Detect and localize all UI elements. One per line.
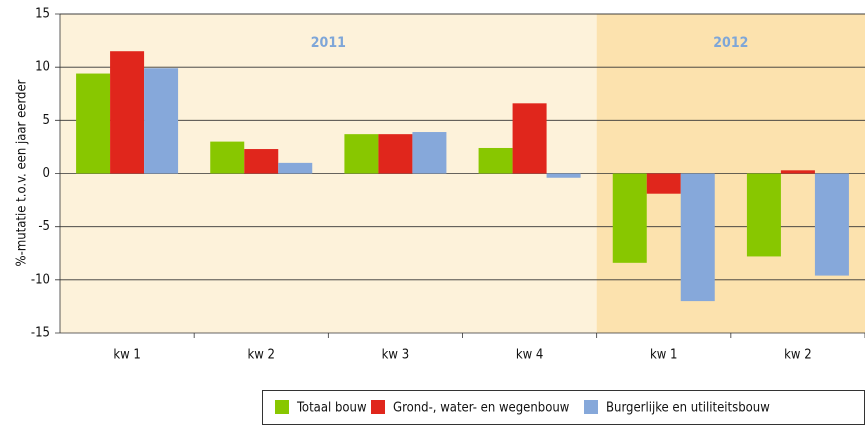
bar (76, 73, 111, 174)
bar (344, 134, 379, 174)
bar (546, 173, 581, 178)
bar (244, 149, 279, 174)
bar (210, 141, 245, 174)
y-axis-label: %-mutatie t.o.v. een jaar eerder (15, 79, 30, 266)
bar (746, 173, 781, 257)
bar (512, 103, 547, 174)
bar (814, 173, 849, 276)
bar (478, 147, 513, 174)
y-tick-label: 0 (43, 166, 50, 181)
x-tick-label: kw 1 (113, 348, 141, 363)
y-tick-label: -5 (38, 219, 50, 234)
bar (278, 162, 313, 174)
bar (680, 173, 715, 302)
period-label: 2012 (713, 35, 748, 51)
x-tick-label: kw 1 (650, 348, 678, 363)
legend-swatch (275, 400, 289, 414)
x-tick-label: kw 2 (784, 348, 812, 363)
bar (144, 68, 179, 174)
legend-label: Grond-, water- en wegenbouw (393, 401, 570, 416)
bar (646, 173, 681, 194)
legend-label: Burgerlijke en utiliteitsbouw (606, 401, 770, 416)
period-label: 2011 (311, 35, 346, 51)
legend-label: Totaal bouw (296, 401, 367, 416)
bar (412, 132, 447, 174)
y-tick-label: -10 (31, 272, 50, 287)
y-tick-label: 5 (43, 113, 50, 128)
x-tick-label: kw 4 (516, 348, 544, 363)
bar (612, 173, 647, 263)
y-tick-label: 15 (35, 7, 50, 22)
x-tick-label: kw 3 (382, 348, 410, 363)
y-tick-label: 10 (35, 60, 50, 75)
y-tick-label: -15 (31, 326, 50, 341)
legend-swatch (371, 400, 385, 414)
legend-swatch (584, 400, 598, 414)
bar (110, 51, 145, 174)
legend-box (262, 390, 865, 425)
bar (780, 170, 815, 174)
bar (378, 134, 413, 174)
x-tick-label: kw 2 (248, 348, 276, 363)
